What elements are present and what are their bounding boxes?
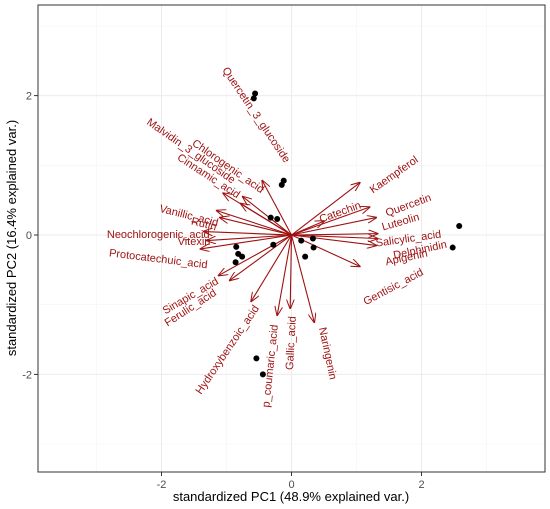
score-point	[310, 244, 317, 251]
loading-label-neochlorogenic-acid: Neochlorogenic_acid	[107, 229, 210, 241]
score-point	[259, 371, 266, 378]
loading-arrow-protocatechuic-acid	[201, 234, 292, 249]
loading-arrow-delphinidin	[291, 235, 378, 238]
score-point	[253, 355, 260, 362]
x-tick-label: 0	[288, 479, 294, 491]
score-point	[278, 181, 285, 188]
loading-arrows	[201, 181, 378, 322]
score-point	[274, 215, 281, 222]
loading-arrow-neochlorogenic-acid	[204, 232, 292, 235]
loading-arrow-vitexin	[207, 234, 292, 241]
loading-label-vitexin: Vitexin	[178, 236, 211, 248]
score-point	[298, 237, 305, 244]
loading-arrow-sinapic-acid	[219, 234, 292, 275]
score-point	[232, 259, 239, 266]
loading-arrow-luteolin	[291, 218, 377, 236]
score-point	[309, 235, 316, 242]
score-point	[456, 222, 463, 229]
score-points	[232, 90, 463, 378]
score-point	[270, 241, 277, 248]
loading-label-gallic-acid: Gallic_acid	[284, 316, 299, 370]
loading-arrow-vanillic-acid	[217, 211, 292, 236]
x-tick-label: -2	[157, 479, 167, 491]
loading-arrow-apigenin	[291, 234, 377, 245]
score-point	[302, 253, 309, 260]
score-point	[233, 243, 240, 250]
score-point	[252, 90, 259, 97]
score-point	[449, 244, 456, 251]
loading-arrow-naringenin	[290, 234, 315, 322]
y-tick-label: 0	[26, 230, 32, 242]
y-tick-label: 2	[26, 91, 32, 103]
x-tick-label: 2	[418, 479, 424, 491]
loading-arrow-quercetin	[291, 207, 370, 236]
loading-arrow-cinnamic-acid	[241, 204, 292, 236]
score-point	[267, 214, 274, 221]
loading-arrow-salicylic-acid	[291, 234, 378, 235]
loading-arrow-kaempferol	[291, 183, 360, 236]
loading-arrow-rutin	[220, 218, 292, 236]
loading-arrow-ferulic-acid	[230, 234, 292, 280]
loading-arrow-chlorogenic-acid	[243, 197, 292, 236]
y-axis-title: standardized PC2 (16.4% explained var.)	[4, 120, 19, 356]
score-point	[239, 253, 246, 260]
loading-arrow-hydroxybenzoic-acid	[251, 234, 292, 301]
loading-arrow-p-coumaric-acid	[277, 234, 293, 315]
loading-arrow-quercetin-3-glucoside	[262, 181, 292, 236]
loading-arrow-gallic-acid	[290, 235, 291, 308]
score-point	[250, 95, 257, 102]
y-tick-label: -2	[22, 369, 32, 381]
x-axis-title: standardized PC1 (48.9% explained var.)	[173, 489, 409, 504]
axis-ticks: -2 0 2 -2 0 2	[22, 91, 424, 491]
